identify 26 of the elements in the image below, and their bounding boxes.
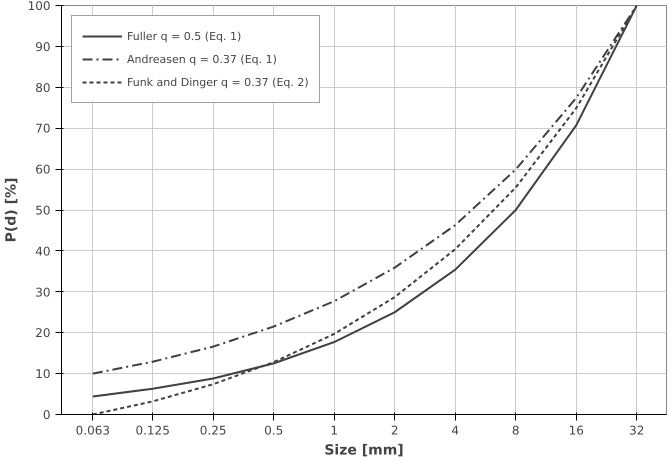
y-axis-title: P(d) [%] bbox=[4, 178, 20, 242]
x-tick-label: 0.125 bbox=[135, 424, 170, 438]
legend-label: Funk and Dinger q = 0.37 (Eq. 2) bbox=[127, 76, 309, 88]
y-tick-label: 50 bbox=[35, 204, 51, 218]
y-tick-label: 20 bbox=[35, 326, 51, 340]
x-axis-title: Size [mm] bbox=[324, 442, 404, 458]
x-tick-label: 0.5 bbox=[264, 424, 284, 438]
y-tick-label: 30 bbox=[35, 285, 51, 300]
x-tick-label: 8 bbox=[512, 424, 520, 438]
x-tick-label: 1 bbox=[330, 424, 338, 438]
y-tick-label: 60 bbox=[35, 162, 51, 177]
x-tick-label: 2 bbox=[390, 424, 399, 438]
y-tick-label: 70 bbox=[35, 122, 51, 136]
y-tick-label: 80 bbox=[35, 80, 51, 95]
y-tick-label: 90 bbox=[35, 40, 51, 54]
legend-label: Fuller q = 0.5 (Eq. 1) bbox=[127, 30, 242, 42]
y-tick-label: 10 bbox=[35, 367, 51, 382]
x-tick-label: 32 bbox=[629, 424, 644, 438]
y-tick-label: 0 bbox=[42, 408, 51, 422]
x-tick-label: 0.25 bbox=[200, 424, 227, 438]
legend-label: Andreasen q = 0.37 (Eq. 1) bbox=[127, 52, 277, 66]
x-tick-label: 0.063 bbox=[76, 424, 110, 438]
x-tick-label: 16 bbox=[568, 424, 584, 438]
x-tick-label: 4 bbox=[451, 424, 460, 438]
y-tick-label: 40 bbox=[35, 244, 51, 258]
y-tick-label: 100 bbox=[28, 0, 50, 13]
